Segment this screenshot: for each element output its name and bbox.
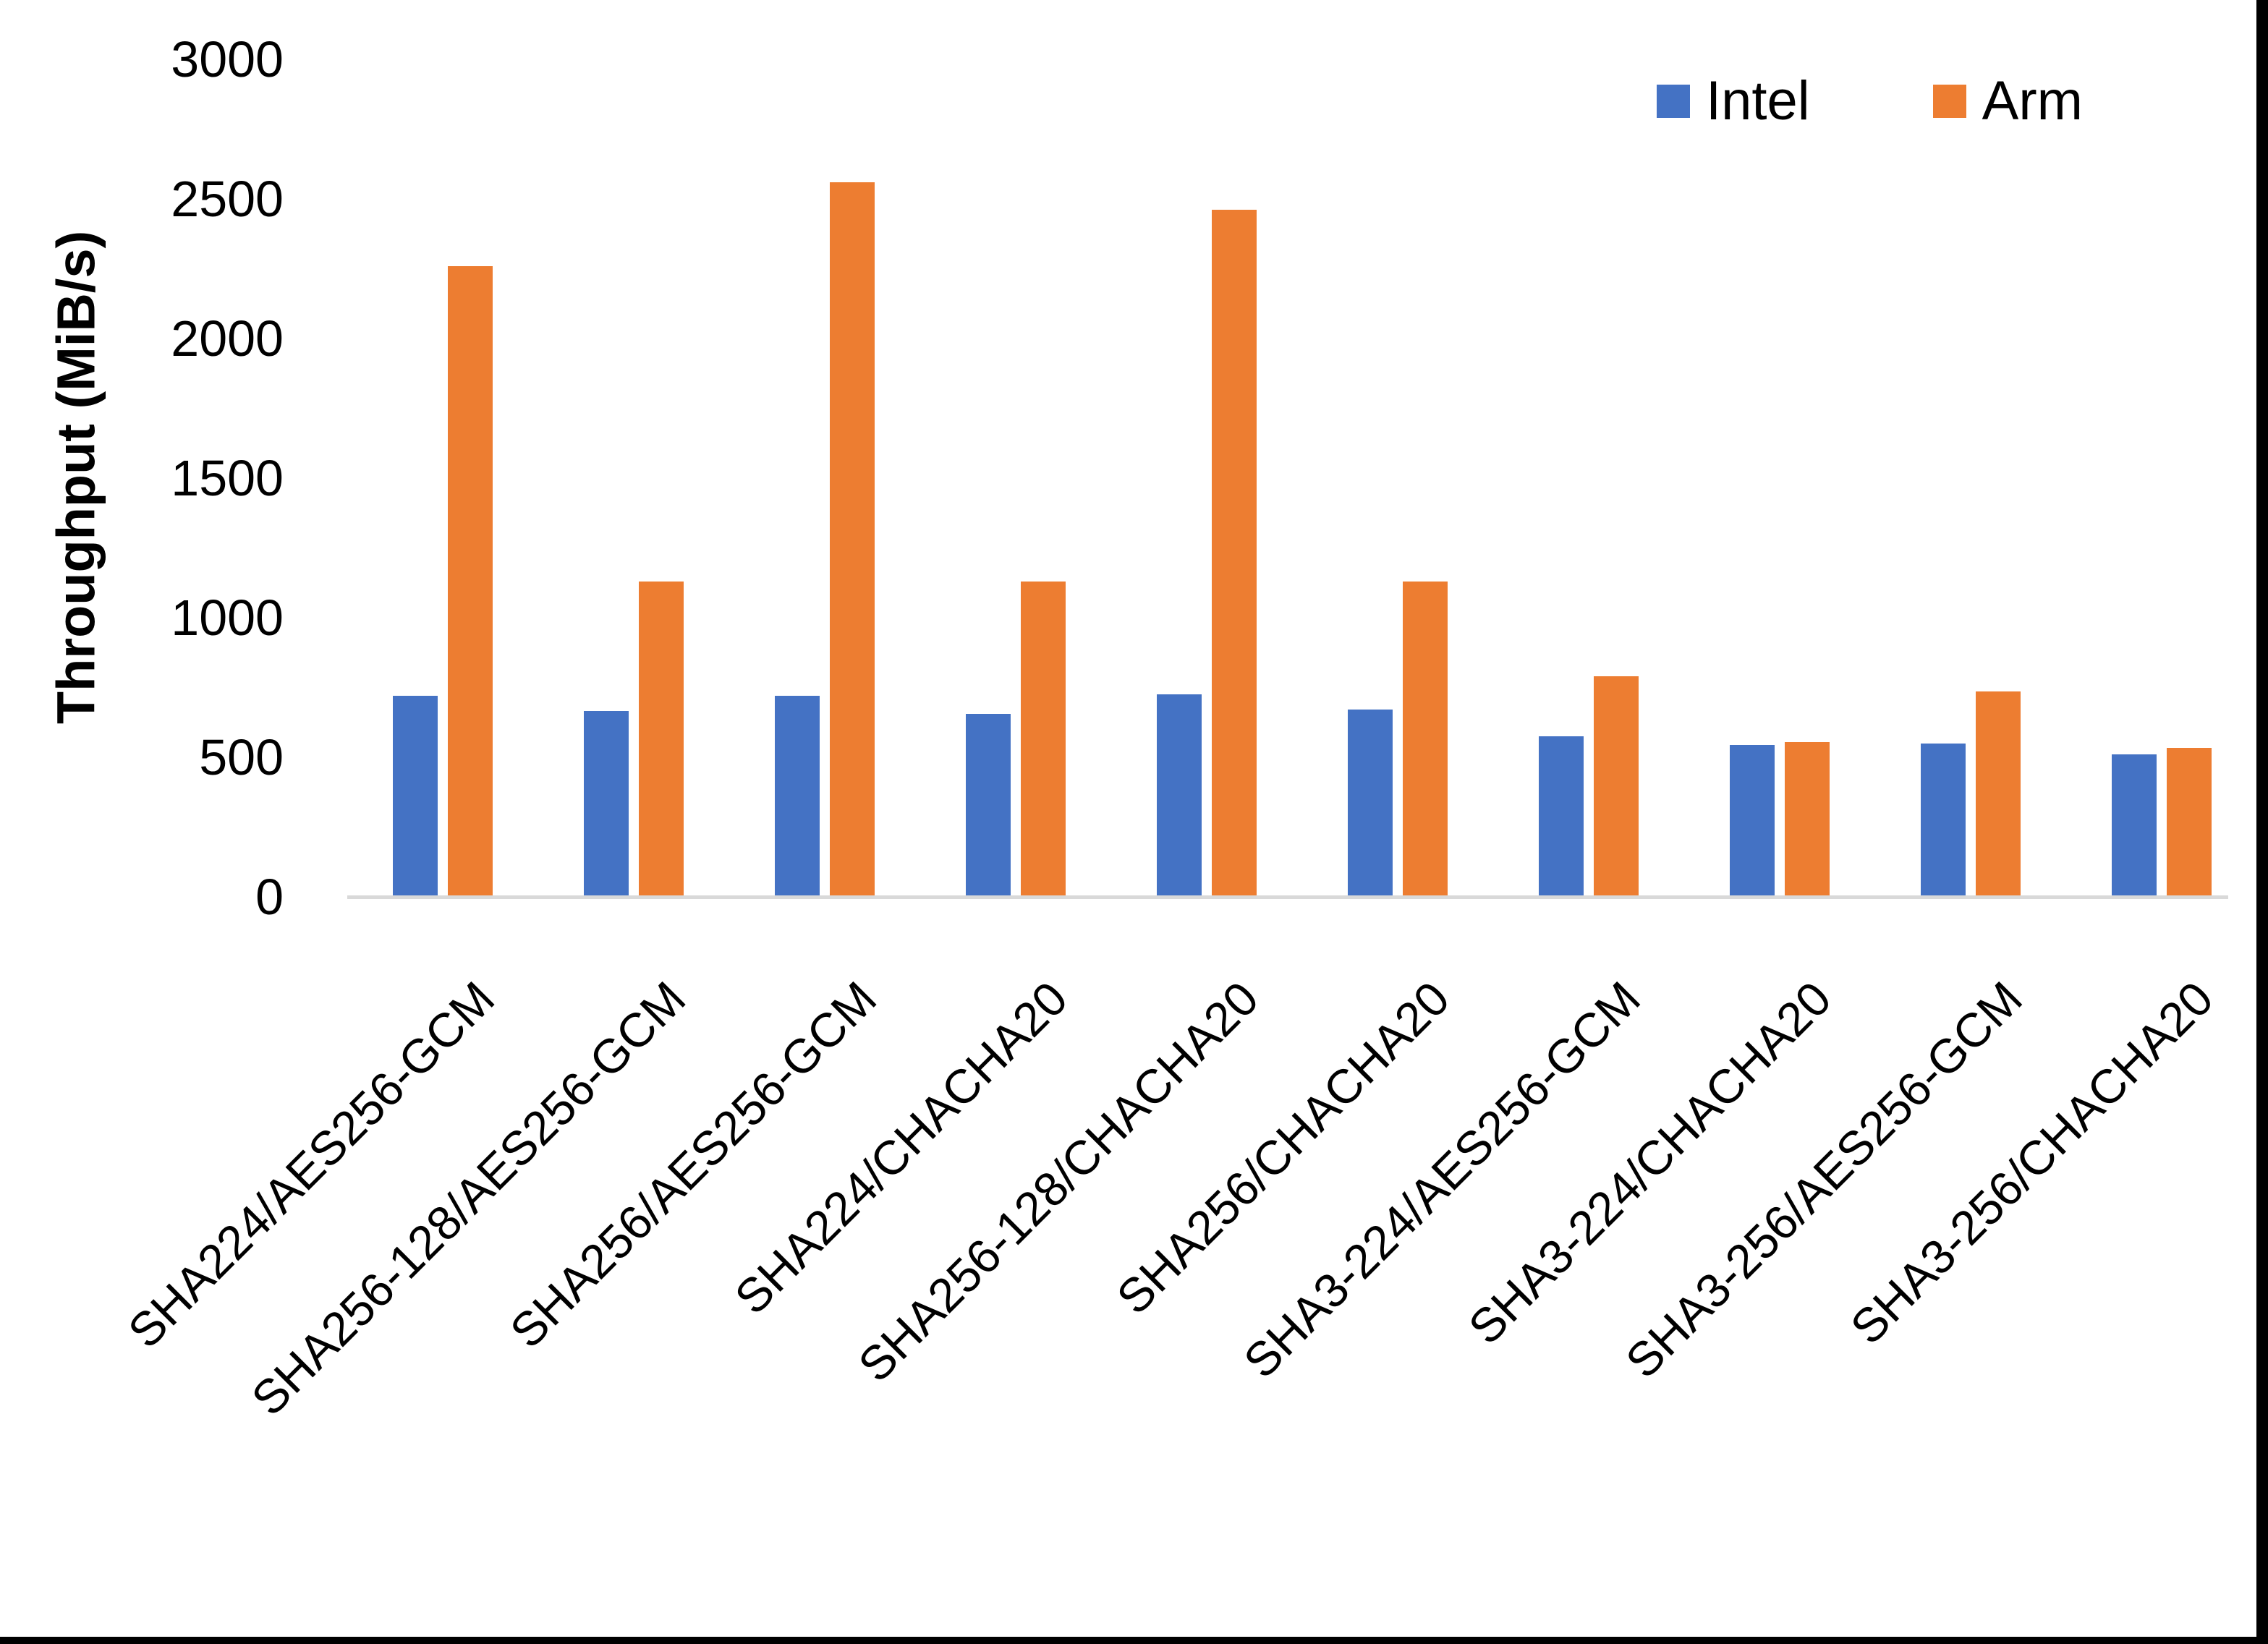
bar-intel-4 [966, 714, 1011, 897]
bar-intel-2 [584, 711, 629, 897]
y-tick-label: 1500 [171, 450, 284, 506]
bar-arm-3 [830, 182, 875, 897]
bar-arm-6 [1403, 581, 1448, 897]
x-category-label: SHA3-224/AES256-GCM [1233, 971, 1651, 1388]
x-category-label: SHA3-224/CHACHA20 [1458, 971, 1842, 1355]
y-tick-label: 0 [255, 869, 284, 925]
bar-arm-5 [1212, 210, 1257, 897]
legend-label: Arm [1982, 70, 2083, 132]
bar-intel-3 [775, 696, 820, 897]
x-category-label: SHA256/CHACHA20 [1105, 971, 1460, 1324]
legend-item-intel: Intel [1657, 69, 1810, 132]
bar-arm-1 [448, 265, 493, 897]
x-category-label: SHA3-256/AES256-GCM [1615, 971, 2033, 1388]
legend: Intel Arm [1657, 69, 2083, 132]
x-category-label: SHA256-128/CHACHA20 [847, 971, 1269, 1392]
y-tick-label: 2500 [171, 171, 284, 227]
bar-intel-1 [393, 696, 438, 897]
x-category-label: SHA3-256/CHACHA20 [1840, 971, 2224, 1355]
x-axis-line [347, 895, 2228, 899]
bar-intel-8 [1730, 744, 1775, 897]
bar-intel-6 [1348, 710, 1393, 897]
bar-arm-4 [1021, 581, 1066, 897]
y-axis-tick-labels: 0 500 1000 1500 2000 2500 3000 [0, 0, 284, 1637]
bar-intel-5 [1157, 694, 1202, 897]
bar-intel-10 [2112, 754, 2157, 897]
x-category-label: SHA224/CHACHA20 [723, 971, 1078, 1324]
y-tick-label: 500 [199, 729, 284, 785]
bar-arm-7 [1594, 676, 1639, 897]
x-category-label: SHA224/AES256-GCM [117, 971, 505, 1358]
y-tick-label: 1000 [171, 589, 284, 646]
bar-intel-7 [1539, 736, 1584, 897]
legend-label: Intel [1706, 70, 1810, 132]
bar-arm-10 [2167, 747, 2212, 897]
y-tick-label: 3000 [171, 31, 284, 88]
bar-arm-2 [639, 581, 684, 897]
bar-arm-9 [1976, 691, 2021, 897]
legend-swatch-icon [1657, 84, 1690, 118]
y-tick-label: 2000 [171, 310, 284, 367]
x-category-label: SHA256/AES256-GCM [499, 971, 887, 1358]
bar-intel-9 [1921, 743, 1966, 897]
legend-swatch-icon [1932, 84, 1966, 118]
plot-area [347, 59, 2257, 897]
bar-arm-8 [1785, 741, 1830, 897]
legend-item-arm: Arm [1932, 69, 2083, 132]
